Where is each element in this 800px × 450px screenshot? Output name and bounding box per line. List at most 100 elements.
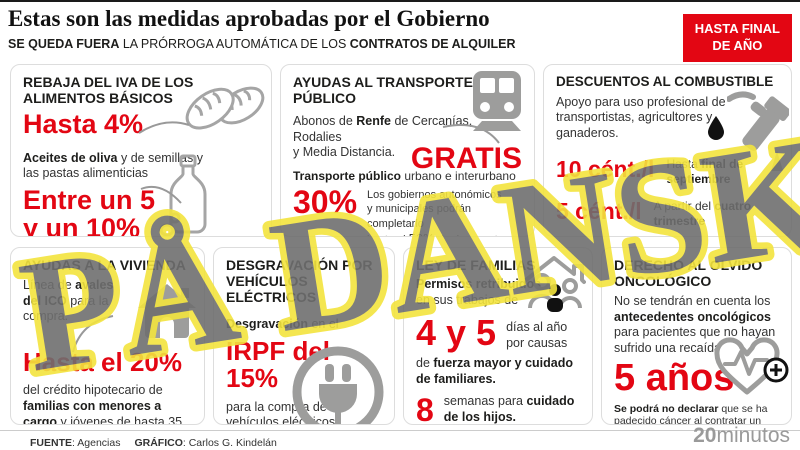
card-title: AYUDAS AL TRANSPORTE PÚBLICO <box>293 74 473 106</box>
badge-line-2: DE AÑO <box>712 37 763 53</box>
footer-rule <box>0 430 800 431</box>
text-rest: de descuento. <box>435 234 507 236</box>
text-emph: cuatro trimestre <box>653 199 752 229</box>
subtitle-emph-2: CONTRATOS DE ALQUILER <box>349 37 516 51</box>
connector-curve <box>140 185 182 204</box>
text-rest: y municipales podrán completarlo <box>367 203 471 230</box>
card-rebaja-iva: REBAJA DEL IVA DE LOS ALIMENTOS BÁSICOS … <box>10 64 272 237</box>
text-rest: que se ha padecido cáncer al contratar u… <box>614 402 768 425</box>
source-label: FUENTE <box>30 437 72 449</box>
highlight-5-anos: 5 años <box>614 356 735 399</box>
card-title: LEY DE FAMILIAS <box>416 257 536 273</box>
text-emph: Se podrá no declarar <box>614 402 719 415</box>
brand-20: 20 <box>693 424 717 447</box>
card-text-credito: del crédito hipotecario de familias con … <box>23 383 192 425</box>
highlight-30pct: 30% <box>293 184 358 221</box>
card-title-line2: PÚBLICO <box>293 90 356 107</box>
card-title: REBAJA DEL IVA DE LOS ALIMENTOS BÁSICOS <box>23 74 203 106</box>
card-text-dias: días al año por causas <box>506 320 567 351</box>
card-title: DESCUENTOS AL COMBUSTIBLE <box>556 74 774 89</box>
text-rest: para la compra. <box>23 293 109 324</box>
text-rest: Rodalies <box>293 129 342 144</box>
card-descuentos-combustible: DESCUENTOS AL COMBUSTIBLE Apoyo para uso… <box>543 64 792 237</box>
subtitle-mid: LA PRÓRROGA AUTOMÁTICA DE LOS <box>119 37 350 51</box>
text-rest: hasta el <box>367 234 409 236</box>
graphic-label: GRÁFICO <box>134 437 183 449</box>
fuel-drop-icon <box>708 116 724 140</box>
text-rest: urbano e interurbano <box>401 169 516 184</box>
oil-bottle-icon <box>159 154 207 236</box>
page-subtitle: SE QUEDA FUERA LA PRÓRROGA AUTOMÁTICA DE… <box>8 37 516 51</box>
highlight-line1: Entre un 5 <box>23 184 156 215</box>
text-rest: Línea de <box>23 278 76 293</box>
text-emph: 50% <box>409 231 435 236</box>
bread-icon <box>185 86 265 130</box>
text-rest: para pacientes que no hayan sufrido una … <box>614 325 776 356</box>
family-house-icon <box>524 256 586 312</box>
card-text-permisos: Permisos retribuidos en sus trabajos de <box>416 277 580 308</box>
text-emph: Permisos retribuidos <box>416 277 542 292</box>
card-title-line1: DERECHO AL OLVIDO <box>614 257 763 273</box>
card-transporte-publico: AYUDAS AL TRANSPORTE PÚBLICO Abonos de R… <box>280 64 535 237</box>
highlight-line2: y un 10% <box>23 213 141 237</box>
card-text-antecedentes: No se tendrán en cuenta los antecedentes… <box>614 294 786 357</box>
connector-curve <box>72 315 114 353</box>
highlight-8: 8 <box>416 392 434 425</box>
brand-logo-20minutos: 20minutos <box>693 424 790 448</box>
text-emph: antecedentes oncológicos <box>614 309 771 324</box>
text-rest: de <box>416 356 434 371</box>
train-icon <box>473 71 521 131</box>
card-text-semanas: semanas para cuidado de los hijos. <box>443 394 580 425</box>
text-rest: y jóvenes de hasta 35 años. <box>60 414 183 425</box>
card-olvido-oncologico: DERECHO AL OLVIDO ONCOLÓGICO No se tendr… <box>601 247 792 425</box>
connector-curve <box>442 124 500 144</box>
brand-minutos: minutos <box>716 424 790 447</box>
text-rest: días al año <box>506 320 568 335</box>
text-rest: No se tendrán en cuenta los <box>614 294 771 309</box>
card-title-line2: ALIMENTOS BÁSICOS <box>23 90 173 107</box>
highlight-gratis: GRATIS <box>410 142 522 175</box>
card-text-apoyo: Apoyo para uso profesional de transporti… <box>556 94 726 140</box>
text-emph: fuerza mayor y cuidado de familiares. <box>416 356 574 386</box>
page-title: Estas son las medidas aprobadas por el G… <box>8 6 490 31</box>
highlight-hasta-4: Hasta 4% <box>23 109 144 140</box>
text-rest: semanas para <box>443 394 527 409</box>
status-badge-hasta-final: HASTA FINAL DE AÑO <box>682 14 792 62</box>
text-emph: familias con menores a cargo <box>23 398 162 425</box>
text-rest: y Media Distancia. <box>293 145 396 160</box>
highlight-5-cent: 5 cént./l <box>556 198 642 225</box>
card-text-transporte: Transporte público urbano e interurbano <box>293 169 522 184</box>
text-emph: Aceites de oliva <box>23 150 118 165</box>
card-text-declarar: Se podrá no declarar que se ha padecido … <box>614 402 790 425</box>
card-title: DERECHO AL OLVIDO ONCOLÓGICO <box>614 257 779 289</box>
text-rest: del crédito hipotecario de <box>23 383 163 398</box>
text-emph: cuidado de los hijos. <box>443 394 575 425</box>
heart-pulse-icon <box>714 337 789 395</box>
card-title: DESGRAVACIÓN POR VEHÍCULOS ELÉCTRICOS <box>226 257 382 305</box>
text-rest: Hasta <box>666 157 702 172</box>
text-emph: Desgravación <box>226 317 308 332</box>
connector-curve <box>138 121 190 134</box>
card-text-abonos: Abonos de Renfe de Cercanías, Rodalies y M… <box>293 114 522 161</box>
text-rest: por causas <box>506 335 568 350</box>
text-emph: Transporte público <box>293 169 402 184</box>
card-title-line1: AYUDAS AL TRANSPORTE <box>293 74 473 90</box>
source-value: : Agencias <box>72 437 121 449</box>
text-emph: avales del ICO <box>23 278 114 308</box>
card-text-linea: Línea de avales del ICO para la compra. <box>23 278 129 325</box>
card-title-line2: VEHÍCULOS ELÉCTRICOS <box>226 273 317 306</box>
badge-line-1: HASTA FINAL <box>694 21 780 36</box>
highlight-hasta-20: Hasta el 20% <box>23 346 182 377</box>
fuel-nozzle-icon <box>727 91 789 171</box>
text-emph: Renfe <box>356 114 391 129</box>
footer-credits: FUENTE: Agencias GRÁFICO: Carlos G. Kinde… <box>30 437 277 449</box>
subtitle-emph-1: SE QUEDA FUERA <box>8 37 120 51</box>
card-title-line1: DESGRAVACIÓN POR <box>226 257 373 273</box>
text-rest: A partir del <box>653 199 715 214</box>
card-text-fuerza: de fuerza mayor y cuidado de familiares. <box>416 356 580 387</box>
house-icon <box>138 284 196 338</box>
text-rest: Los gobiernos autonómicos <box>367 189 502 202</box>
card-title: AYUDAS A LA VIVIENDA <box>23 257 186 273</box>
card-ayudas-vivienda: AYUDAS A LA VIVIENDA Línea de avales del… <box>10 247 205 425</box>
card-title-line1: REBAJA DEL IVA DE LOS <box>23 74 194 90</box>
